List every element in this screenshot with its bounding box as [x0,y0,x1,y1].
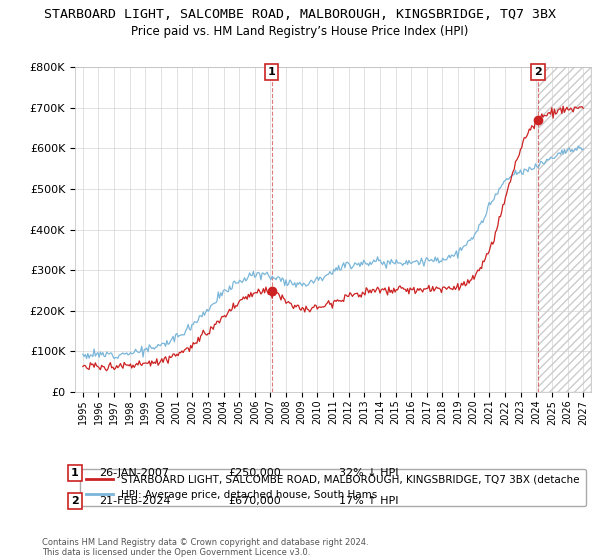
Text: £670,000: £670,000 [228,496,281,506]
Text: Contains HM Land Registry data © Crown copyright and database right 2024.
This d: Contains HM Land Registry data © Crown c… [42,538,368,557]
Text: 2: 2 [534,67,542,77]
Text: 2: 2 [71,496,79,506]
Text: 21-FEB-2024: 21-FEB-2024 [99,496,170,506]
Text: Price paid vs. HM Land Registry’s House Price Index (HPI): Price paid vs. HM Land Registry’s House … [131,25,469,38]
Text: 26-JAN-2007: 26-JAN-2007 [99,468,169,478]
Text: 17% ↑ HPI: 17% ↑ HPI [339,496,398,506]
Text: 32% ↓ HPI: 32% ↓ HPI [339,468,398,478]
Text: 1: 1 [71,468,79,478]
Text: 1: 1 [268,67,275,77]
Text: STARBOARD LIGHT, SALCOMBE ROAD, MALBOROUGH, KINGSBRIDGE, TQ7 3BX: STARBOARD LIGHT, SALCOMBE ROAD, MALBOROU… [44,8,556,21]
Legend: STARBOARD LIGHT, SALCOMBE ROAD, MALBOROUGH, KINGSBRIDGE, TQ7 3BX (detache, HPI: : STARBOARD LIGHT, SALCOMBE ROAD, MALBOROU… [80,469,586,506]
Text: £250,000: £250,000 [228,468,281,478]
